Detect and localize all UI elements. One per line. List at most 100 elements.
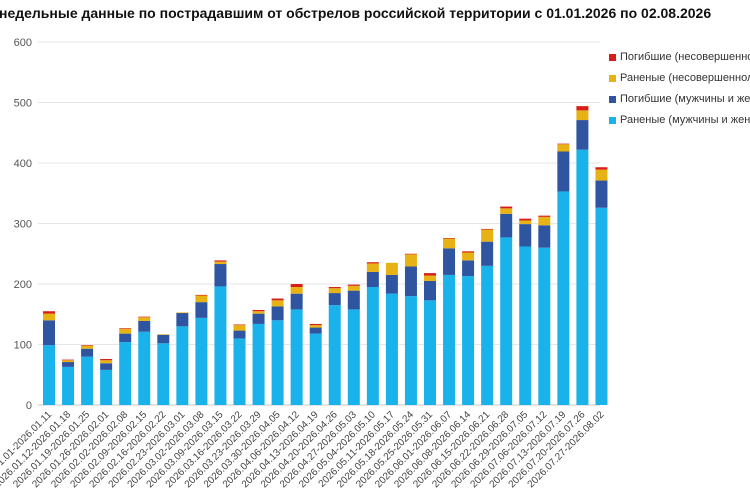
bar-segment-wounded-minors [252,311,265,314]
legend-item-killed-adults[interactable]: Погибшие (мужчины и женщины) [609,92,750,110]
legend-label: Раненые (несовершеннолетние) [620,72,750,84]
bar-segment-wounded-adults [252,323,265,405]
bar-segment-killed-adults [309,327,322,334]
bar-segment-killed-adults [538,225,551,248]
bar-segment-wounded-minors [366,263,379,272]
bar-segment-wounded-adults [290,309,303,405]
bar-segment-killed-minors [214,260,227,262]
bar-segment-wounded-adults [366,287,379,405]
y-tick-label: 500 [14,98,32,110]
bar-segment-wounded-adults [119,342,132,405]
legend-item-wounded-minors[interactable]: Раненые (несовершеннолетние) [609,71,750,89]
bar-segment-killed-minors [138,316,151,318]
bar-segment-wounded-minors [119,328,132,334]
bar-segment-wounded-minors [462,252,475,261]
bar-segment-wounded-adults [100,369,113,405]
y-tick-label: 200 [14,279,32,291]
y-tick-label: 100 [14,340,32,352]
bar-segment-killed-adults [271,306,284,321]
bar-segment-wounded-minors [157,334,170,335]
bar-segment-killed-minors [595,167,608,170]
bar-segment-killed-minors [576,106,589,111]
bar-segment-killed-adults [43,320,55,346]
bar-segment-killed-adults [328,293,341,306]
bars [43,106,608,405]
bar-segment-wounded-adults [81,356,94,405]
legend-swatch [609,54,616,61]
bar-segment-wounded-adults [519,246,532,405]
legend-item-wounded-adults[interactable]: Раненые (мужчины и женщины) [609,113,750,131]
bar-segment-wounded-adults [404,296,417,405]
bar-segment-wounded-minors [424,275,436,281]
bar-segment-killed-minors [366,262,379,264]
bar-segment-killed-adults [214,264,227,287]
bar-segment-killed-minors [481,228,494,230]
bar-segment-killed-minors [43,311,55,314]
bar-segment-killed-minors [309,323,322,326]
bar-segment-wounded-minors [176,312,189,314]
bar-segment-wounded-minors [309,325,322,328]
bar-segment-killed-minors [81,345,94,346]
bar-segment-wounded-adults [595,207,608,405]
bar-segment-wounded-minors [595,169,608,181]
bar-segment-wounded-adults [538,247,551,405]
bar-segment-killed-adults [557,151,570,192]
bar-segment-killed-adults [138,320,151,332]
bar-segment-wounded-minors [443,238,456,249]
bar-segment-wounded-minors [481,229,494,242]
bar-segment-killed-adults [157,334,170,344]
bar-segment-wounded-minors [328,288,341,294]
bar-segment-killed-adults [595,180,608,208]
bar-segment-wounded-minors [404,254,417,267]
bar-segment-wounded-minors [385,262,398,275]
bar-segment-wounded-minors [538,216,551,226]
bar-segment-wounded-adults [500,237,513,405]
bar-segment-wounded-adults [481,265,494,405]
legend-item-killed-minors[interactable]: Погибшие (несовершеннолетние) [609,50,750,68]
bar-segment-wounded-minors [290,287,303,294]
bar-segment-killed-adults [100,363,113,370]
y-tick-label: 600 [14,37,32,49]
bar-segment-wounded-adults [271,320,284,405]
bar-segment-killed-minors [233,324,246,326]
bar-segment-wounded-adults [233,338,246,405]
y-axis-ticks: 0 100 200 300 400 500 600 [14,37,32,412]
legend-label: Раненые (мужчины и женщины) [620,114,750,126]
bar-segment-wounded-adults [176,326,189,405]
bar-segment-killed-minors [443,238,456,239]
bar-segment-wounded-adults [443,274,456,405]
bar-segment-killed-adults [347,290,360,310]
bar-segment-killed-minors [328,287,341,289]
legend-label: Погибшие (несовершеннолетние) [620,51,750,63]
bar-segment-killed-adults [424,280,436,301]
bar-segment-wounded-minors [519,220,532,225]
bar-segment-wounded-adults [385,293,398,405]
bar-segment-wounded-adults [309,333,322,405]
x-axis-ticks: 2026.01.01-2026.01.112026.01.12-2026.01.… [0,409,607,490]
bar-segment-killed-adults [81,348,94,357]
bar-segment-killed-minors [424,273,436,276]
bar-segment-killed-adults [443,248,456,275]
bar-segment-wounded-minors [43,313,55,321]
y-tick-label: 400 [14,158,32,170]
bar-segment-killed-minors [252,310,265,312]
bar-segment-killed-minors [119,328,132,329]
bar-segment-killed-adults [195,302,208,318]
chart-legend: Погибшие (несовершеннолетние) Раненые (н… [609,50,750,134]
bar-segment-killed-adults [481,241,494,266]
bar-segment-killed-adults [119,333,132,343]
bar-segment-killed-minors [195,294,208,296]
bar-segment-wounded-minors [62,360,75,363]
bar-segment-killed-adults [176,313,189,327]
bar-segment-wounded-minors [576,110,589,121]
bar-segment-wounded-minors [214,261,227,265]
legend-swatch [609,75,616,82]
bar-segment-wounded-minors [347,285,360,291]
bar-segment-killed-minors [404,253,417,255]
bar-segment-wounded-minors [138,317,151,321]
bar-segment-wounded-minors [233,325,246,331]
bar-segment-killed-minors [500,206,513,209]
bar-segment-killed-adults [290,293,303,310]
bar-segment-killed-adults [385,274,398,294]
